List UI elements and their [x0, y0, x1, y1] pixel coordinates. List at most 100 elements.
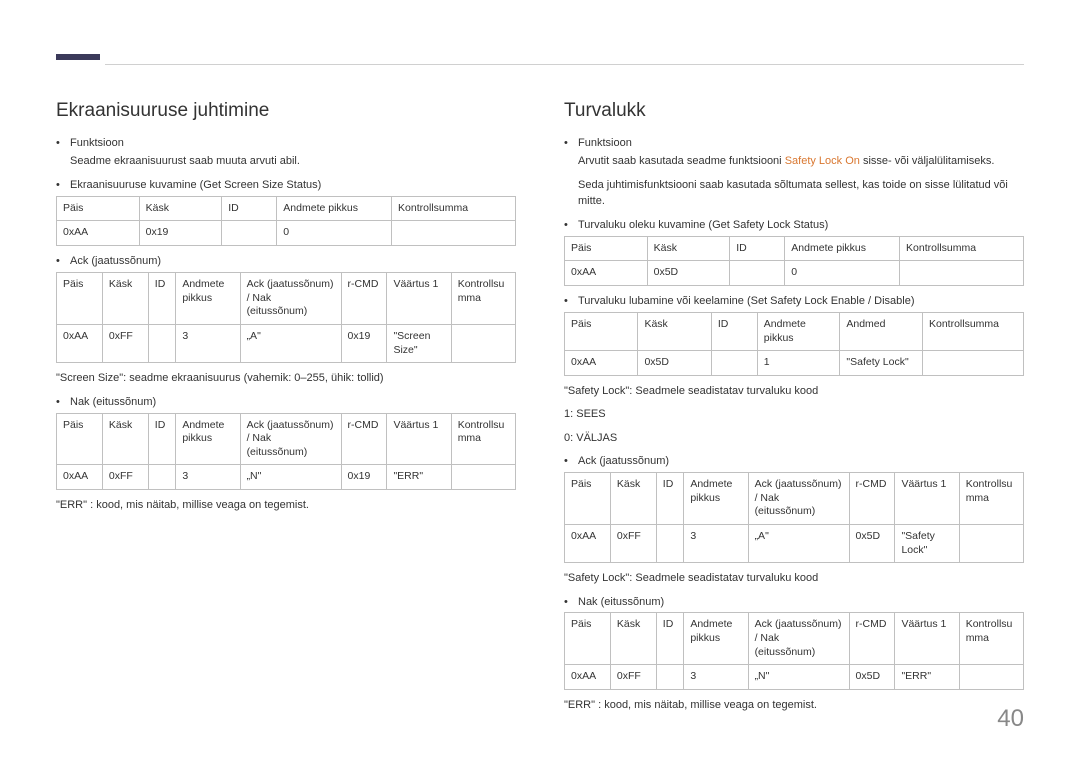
table-header: Kontrollsumma	[959, 472, 1023, 524]
table-cell: 0xAA	[565, 665, 611, 690]
table-cell	[148, 324, 176, 362]
table-header: Päis	[565, 613, 611, 665]
table-header: Andmete pikkus	[176, 413, 240, 465]
note-text: 1: SEES	[564, 407, 1024, 422]
bullet-item: • Funktsioon	[56, 136, 516, 152]
bullet-subtext: Seda juhtimisfunktsiooni saab kasutada s…	[578, 178, 1024, 210]
table-header: r-CMD	[341, 413, 387, 465]
table-header: ID	[656, 613, 684, 665]
bullet-item: • Ack (jaatussõnum)	[56, 254, 516, 270]
table-row: Päis Käsk ID Andmete pikkus Ack (jaatuss…	[57, 273, 516, 325]
table-cell: 0x5D	[849, 665, 895, 690]
bullet-text: Funktsioon	[70, 136, 516, 152]
bullet-text: Ack (jaatussõnum)	[70, 254, 516, 270]
table-cell	[959, 524, 1023, 562]
table-header: Ack (jaatussõnum) / Nak (eitussõnum)	[240, 413, 341, 465]
highlight-text: Safety Lock On	[785, 155, 860, 167]
table-header: r-CMD	[341, 273, 387, 325]
left-column: Ekraanisuuruse juhtimine • Funktsioon Se…	[56, 100, 516, 721]
table-cell	[451, 324, 515, 362]
safety-lock-set-table: Päis Käsk ID Andmete pikkus Andmed Kontr…	[564, 312, 1024, 376]
table-header: Käsk	[647, 236, 730, 261]
bullet-item: • Turvaluku lubamine või keelamine (Set …	[564, 294, 1024, 310]
table-cell: 1	[757, 351, 840, 376]
table-cell: 0	[785, 261, 900, 286]
table-cell	[730, 261, 785, 286]
table-header: Käsk	[139, 196, 222, 221]
table-header: Andmete pikkus	[684, 472, 748, 524]
table-header: ID	[711, 312, 757, 350]
table-cell: "Safety Lock"	[895, 524, 959, 562]
screen-size-status-table: Päis Käsk ID Andmete pikkus Kontrollsumm…	[56, 196, 516, 246]
table-header: Andmete pikkus	[277, 196, 392, 221]
table-cell: 3	[176, 324, 240, 362]
note-text: "ERR" : kood, mis näitab, millise veaga …	[564, 698, 1024, 713]
text-part: Arvutit saab kasutada seadme funktsiooni	[578, 155, 785, 167]
nak-table: Päis Käsk ID Andmete pikkus Ack (jaatuss…	[56, 413, 516, 491]
bullet-text: Funktsioon	[578, 136, 1024, 152]
table-header: Väärtus 1	[895, 613, 959, 665]
table-cell: "Safety Lock"	[840, 351, 923, 376]
table-cell	[900, 261, 1024, 286]
table-header: Päis	[57, 196, 140, 221]
table-header: Kontrollsumma	[392, 196, 516, 221]
table-cell: 0xFF	[610, 524, 656, 562]
table-cell	[959, 665, 1023, 690]
table-header: Kontrollsumma	[922, 312, 1023, 350]
table-cell: 0xAA	[565, 351, 638, 376]
bullet-text: Nak (eitussõnum)	[70, 395, 516, 411]
table-header: Väärtus 1	[387, 273, 451, 325]
note-text: "Screen Size": seadme ekraanisuurus (vah…	[56, 371, 516, 386]
table-row: Päis Käsk ID Andmete pikkus Ack (jaatuss…	[565, 472, 1024, 524]
table-cell: „A"	[748, 524, 849, 562]
table-cell: 0xAA	[565, 524, 611, 562]
table-header: Andmete pikkus	[785, 236, 900, 261]
table-header: Ack (jaatussõnum) / Nak (eitussõnum)	[748, 613, 849, 665]
bullet-item: • Funktsioon	[564, 136, 1024, 152]
bullet-text: Turvaluku lubamine või keelamine (Set Sa…	[578, 294, 1024, 310]
table-cell	[711, 351, 757, 376]
bullet-text: Nak (eitussõnum)	[578, 595, 1024, 611]
page-number: 40	[997, 705, 1024, 733]
table-header: r-CMD	[849, 472, 895, 524]
table-header: Andmete pikkus	[757, 312, 840, 350]
table-cell: 0xAA	[57, 465, 103, 490]
table-cell: 0xFF	[102, 465, 148, 490]
table-cell	[656, 665, 684, 690]
note-text: "Safety Lock": Seadmele seadistatav turv…	[564, 384, 1024, 399]
table-header: ID	[222, 196, 277, 221]
header-divider	[105, 64, 1024, 65]
table-cell	[392, 221, 516, 246]
table-header: Väärtus 1	[895, 472, 959, 524]
note-text: 0: VÄLJAS	[564, 431, 1024, 446]
table-header: Kontrollsumma	[959, 613, 1023, 665]
right-column: Turvalukk • Funktsioon Arvutit saab kasu…	[564, 100, 1024, 721]
table-header: Päis	[57, 413, 103, 465]
table-row: 0xAA 0x5D 0	[565, 261, 1024, 286]
table-cell: 3	[684, 665, 748, 690]
table-header: Andmete pikkus	[684, 613, 748, 665]
table-row: Päis Käsk ID Andmete pikkus Andmed Kontr…	[565, 312, 1024, 350]
bullet-dot-icon: •	[56, 254, 70, 270]
bullet-dot-icon: •	[564, 136, 578, 152]
table-header: ID	[148, 273, 176, 325]
table-row: 0xAA 0xFF 3 „N" 0x19 "ERR"	[57, 465, 516, 490]
note-text: "ERR" : kood, mis näitab, millise veaga …	[56, 498, 516, 513]
table-row: 0xAA 0xFF 3 „A" 0x5D "Safety Lock"	[565, 524, 1024, 562]
table-header: ID	[148, 413, 176, 465]
table-header: Päis	[565, 472, 611, 524]
bullet-dot-icon: •	[56, 395, 70, 411]
table-cell: 0xAA	[57, 221, 140, 246]
table-cell: 0xAA	[57, 324, 103, 362]
table-header: Käsk	[102, 413, 148, 465]
bullet-dot-icon: •	[56, 136, 70, 152]
table-cell: 3	[684, 524, 748, 562]
safety-lock-status-table: Päis Käsk ID Andmete pikkus Kontrollsumm…	[564, 236, 1024, 286]
table-row: 0xAA 0x19 0	[57, 221, 516, 246]
table-cell: 0xFF	[610, 665, 656, 690]
bullet-item: • Turvaluku oleku kuvamine (Get Safety L…	[564, 218, 1024, 234]
table-cell	[451, 465, 515, 490]
bullet-item: • Nak (eitussõnum)	[56, 395, 516, 411]
table-row: Päis Käsk ID Andmete pikkus Ack (jaatuss…	[565, 613, 1024, 665]
bullet-subtext: Arvutit saab kasutada seadme funktsiooni…	[578, 154, 1024, 170]
